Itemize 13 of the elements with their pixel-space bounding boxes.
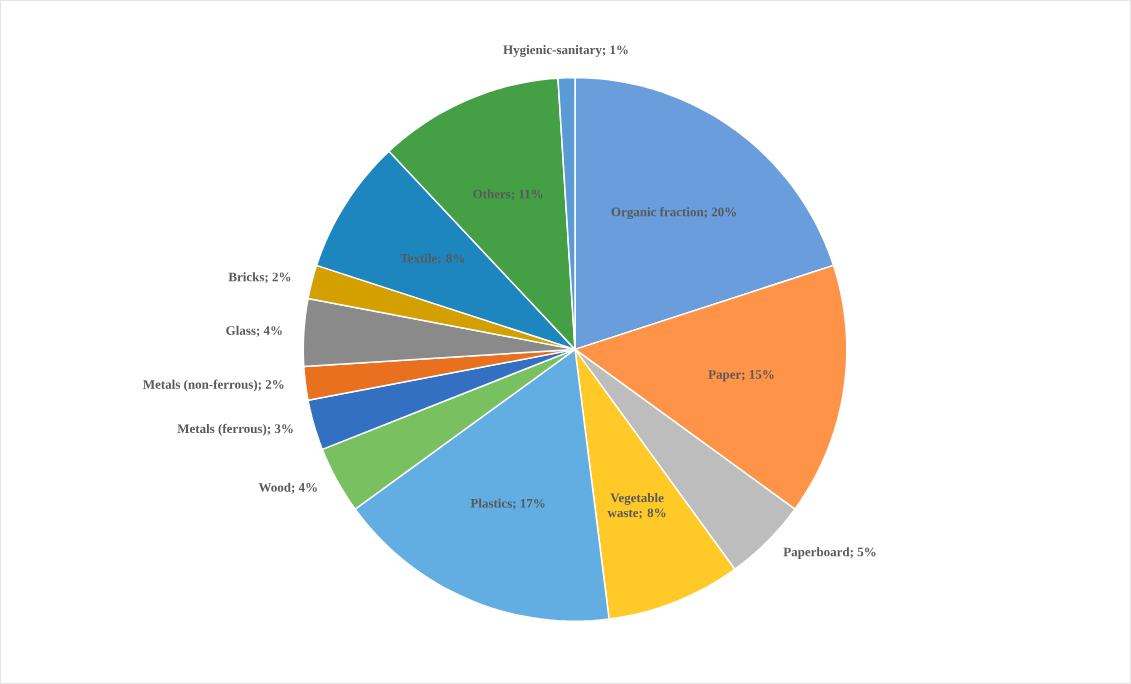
slice-label: Metals (non-ferrous); 2% xyxy=(143,379,284,392)
slice-label: Paper; 15% xyxy=(708,370,774,382)
slice-label: Vegetable waste; 8% xyxy=(607,493,666,520)
slice-label: Wood; 4% xyxy=(258,482,317,494)
slice-label: Glass; 4% xyxy=(226,325,282,337)
slice-label: Paperboard; 5% xyxy=(783,547,876,560)
slice-label: Bricks; 2% xyxy=(228,272,291,284)
slice-label: Textile; 8% xyxy=(400,253,465,265)
slice-label: Organic fraction; 20% xyxy=(611,207,736,220)
slice-label: Others; 11% xyxy=(473,189,543,201)
slice-label: Metals (ferrous); 3% xyxy=(177,423,293,436)
slice-label: Plastics; 17% xyxy=(470,498,545,510)
slice-label: Hygienic-sanitary; 1% xyxy=(503,45,628,58)
